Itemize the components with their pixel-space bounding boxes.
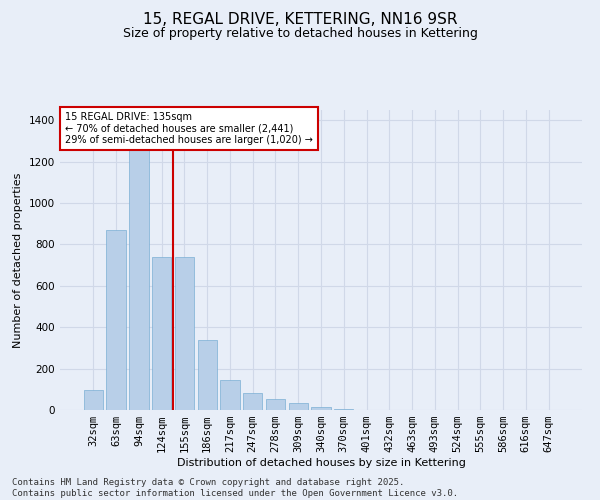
Bar — [129, 147, 149, 410]
Bar — [175, 257, 194, 410]
Bar — [243, 394, 262, 410]
Bar — [289, 403, 308, 410]
Text: 15 REGAL DRIVE: 135sqm
← 70% of detached houses are smaller (2,441)
29% of semi-: 15 REGAL DRIVE: 135sqm ← 70% of detached… — [65, 112, 313, 144]
Y-axis label: Number of detached properties: Number of detached properties — [13, 172, 23, 348]
Bar — [106, 230, 126, 410]
Text: 15, REGAL DRIVE, KETTERING, NN16 9SR: 15, REGAL DRIVE, KETTERING, NN16 9SR — [143, 12, 457, 28]
Bar — [334, 409, 353, 410]
Text: Size of property relative to detached houses in Kettering: Size of property relative to detached ho… — [122, 28, 478, 40]
Bar — [197, 340, 217, 410]
Bar — [311, 407, 331, 410]
Bar — [220, 380, 239, 410]
Bar — [152, 257, 172, 410]
Bar — [266, 398, 285, 410]
Bar — [84, 390, 103, 410]
X-axis label: Distribution of detached houses by size in Kettering: Distribution of detached houses by size … — [176, 458, 466, 468]
Text: Contains HM Land Registry data © Crown copyright and database right 2025.
Contai: Contains HM Land Registry data © Crown c… — [12, 478, 458, 498]
